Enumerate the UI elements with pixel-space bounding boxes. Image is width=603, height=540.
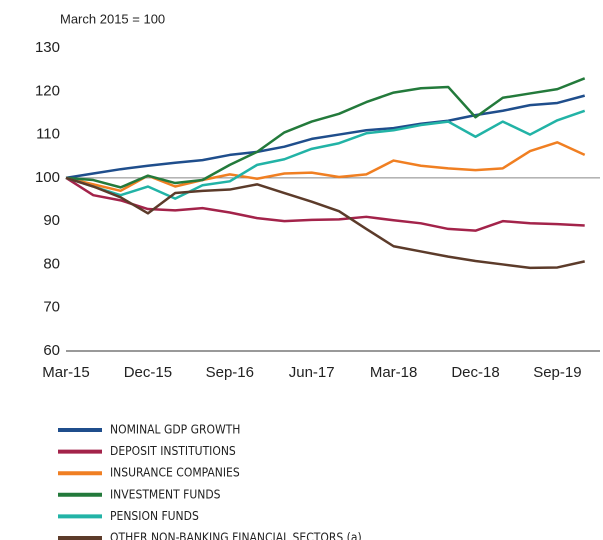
series-line — [65, 94, 586, 180]
y-tick-label: 100 — [35, 169, 60, 186]
series-line — [65, 109, 586, 200]
chart-subtitle: March 2015 = 100 — [60, 11, 165, 26]
legend-label: INSURANCE COMPANIES — [110, 466, 240, 480]
y-tick-label: 60 — [43, 342, 60, 359]
x-tick-label: Sep-19 — [533, 364, 581, 381]
y-tick-label: 110 — [36, 126, 60, 143]
legend-label: PENSION FUNDS — [110, 509, 199, 523]
y-tick-label: 80 — [43, 255, 60, 272]
y-tick-label: 70 — [43, 299, 60, 316]
legend-label: NOMINAL GDP GROWTH — [110, 423, 240, 437]
x-tick-label: Mar-18 — [370, 364, 418, 381]
legend-label: INVESTMENT FUNDS — [110, 487, 221, 501]
x-tick-label: Dec-15 — [124, 364, 172, 381]
x-tick-label: Jun-17 — [289, 364, 335, 381]
x-tick-label: Mar-15 — [42, 364, 90, 381]
y-tick-label: 130 — [35, 39, 60, 56]
x-tick-label: Sep-16 — [206, 364, 254, 381]
y-tick-label: 90 — [43, 212, 60, 229]
legend-label: OTHER NON-BANKING FINANCIAL SECTORS (a) — [110, 531, 362, 540]
legend-label: DEPOSIT INSTITUTIONS — [110, 444, 236, 458]
series-line — [65, 176, 585, 232]
series-line — [65, 77, 586, 189]
series-line — [65, 176, 585, 270]
x-tick-label: Dec-18 — [451, 364, 499, 381]
y-tick-label: 120 — [35, 82, 60, 99]
